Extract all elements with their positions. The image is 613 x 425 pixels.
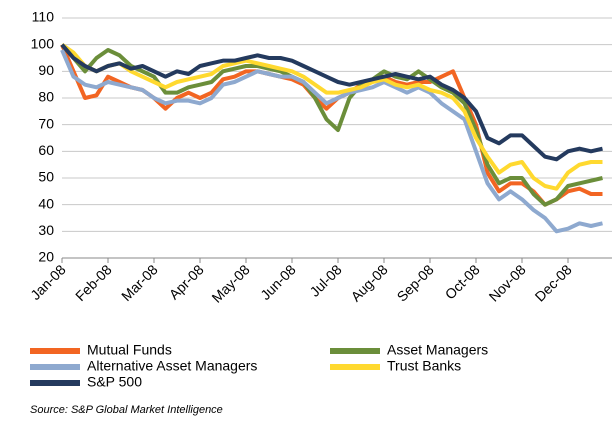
y-tick-label: 50 xyxy=(38,169,54,185)
x-tick-label: Jun-08 xyxy=(257,261,299,303)
x-tick-label: Jan-08 xyxy=(27,261,69,303)
x-tick-label: Jul-08 xyxy=(306,261,344,299)
x-tick-label: Apr-08 xyxy=(166,261,207,302)
x-tick-label: Dec-08 xyxy=(532,261,575,304)
series-line xyxy=(60,43,603,191)
y-tick-label: 30 xyxy=(38,222,54,238)
x-tick-label: Sep-08 xyxy=(393,261,436,304)
y-tick-label: 90 xyxy=(38,62,54,78)
y-tick-label: 70 xyxy=(38,115,54,131)
x-tick-label: Oct-08 xyxy=(442,261,483,302)
series-line xyxy=(60,49,603,234)
legend-label: Mutual Funds xyxy=(87,342,172,358)
y-tick-label: 110 xyxy=(32,9,55,25)
x-tick-label: Feb-08 xyxy=(72,261,115,304)
series-line xyxy=(60,43,603,162)
x-tick-label: Mar-08 xyxy=(118,261,161,304)
x-tick-label: Nov-08 xyxy=(486,261,529,304)
legend-label: Trust Banks xyxy=(387,358,461,374)
x-tick-label: Aug-08 xyxy=(347,261,390,304)
y-tick-label: 40 xyxy=(38,195,54,211)
y-tick-label: 80 xyxy=(38,89,54,105)
y-tick-label: 60 xyxy=(38,142,54,158)
legend-label: S&P 500 xyxy=(87,374,142,390)
x-tick-label: May-08 xyxy=(208,261,252,305)
series-line xyxy=(60,43,603,207)
source-note: Source: S&P Global Market Intelligence xyxy=(30,404,223,416)
legend-label: Asset Managers xyxy=(387,342,488,358)
y-tick-label: 20 xyxy=(38,249,54,265)
y-tick-label: 100 xyxy=(31,35,55,51)
legend-label: Alternative Asset Managers xyxy=(87,358,257,374)
